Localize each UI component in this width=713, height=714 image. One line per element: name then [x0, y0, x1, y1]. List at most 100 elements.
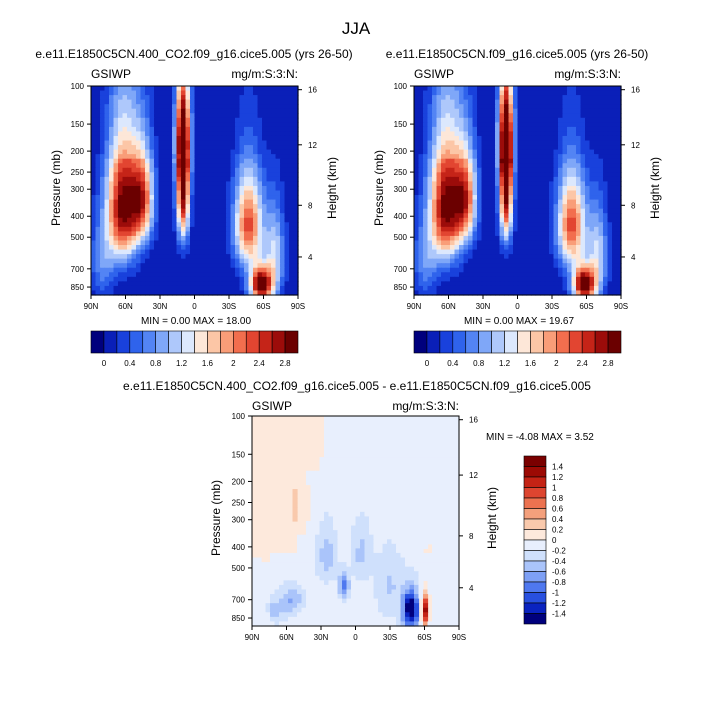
panel-1-field-cell [226, 254, 232, 260]
panel-2-field-cell [477, 263, 483, 269]
panel-2-field-cell [522, 90, 528, 96]
panel-1-field-cell [226, 290, 232, 296]
panel-2-colorbar-box [581, 330, 596, 354]
panel-1-field-cell [104, 163, 110, 169]
panel-1-field-cell [275, 163, 281, 169]
panel-2-field-cell [580, 254, 586, 260]
panel-1-field-cell [122, 86, 128, 92]
panel-2-field-cell [472, 222, 478, 228]
panel-1-field-cell [145, 167, 151, 173]
panel-2-field-cell [612, 190, 618, 196]
panel-1-field-cell [122, 208, 128, 214]
panel-2-field-cell [463, 272, 469, 278]
panel-1-field-cell [293, 208, 299, 214]
panel-1-field-cell [122, 122, 128, 128]
panel-2-field-cell [589, 217, 595, 223]
panel-1-field-cell [212, 254, 218, 260]
panel-2-field-cell [531, 154, 537, 160]
panel-1-field-cell [257, 213, 263, 219]
panel-2-field-cell [580, 176, 586, 183]
panel-diff-field-cell [364, 447, 370, 454]
panel-2-field-cell [423, 154, 429, 160]
panel-1-field-cell [91, 113, 97, 119]
panel-1-field-cell [275, 217, 281, 223]
panel-1-field-cell [217, 249, 223, 255]
panel-1-field-cell [140, 245, 146, 251]
panel-2-field-cell [472, 181, 478, 187]
panel-2-field-cell [486, 204, 492, 210]
panel-diff-field-cell [450, 420, 456, 426]
panel-1-field-cell [91, 140, 97, 146]
panel-2-field-cell [562, 158, 568, 164]
panel-diff-field-cell [360, 466, 366, 472]
panel-1-field-cell [257, 126, 263, 133]
panel-2-field-cell [432, 258, 438, 264]
panel-2-field-cell [522, 285, 528, 292]
panel-1-field-cell [140, 163, 146, 169]
panel-1-field-cell [212, 235, 218, 242]
panel-diff-field-cell [351, 484, 357, 490]
panel-2-field-cell [472, 267, 478, 273]
panel-2-field-cell [459, 204, 465, 210]
panel-2-field-cell [607, 167, 613, 173]
panel-2-field-cell [558, 285, 564, 292]
panel-1-field-cell [239, 190, 245, 196]
panel-diff-field-cell [351, 498, 357, 504]
panel-1-field-cell [199, 254, 205, 260]
panel-2-field-cell [418, 104, 424, 110]
panel-1-field-cell [226, 204, 232, 210]
panel-2-field-cell [427, 86, 433, 92]
panel-2-field-cell [540, 167, 546, 173]
panel-2-field-cell [603, 267, 609, 273]
panel-1-field-cell [172, 154, 178, 160]
panel-1-field-cell [185, 108, 191, 114]
panel-diff-field-cell [391, 466, 397, 472]
panel-1-field-cell [122, 163, 128, 169]
panel-2-field-cell [522, 272, 528, 278]
panel-2-field-cell [423, 167, 429, 173]
panel-2-field-cell [549, 172, 555, 178]
panel-2-field-cell [598, 204, 604, 210]
panel-diff-field-cell [378, 438, 384, 444]
panel-diff-field-cell [369, 498, 375, 504]
panel-1-field-cell [136, 204, 142, 210]
panel-2-field-cell [603, 149, 609, 155]
panel-1-field-cell [145, 195, 151, 201]
panel-2-field-cell [495, 117, 501, 123]
panel-1-field-cell [167, 290, 173, 296]
panel-2-field-cell [513, 172, 519, 178]
panel-1-field-cell [226, 245, 232, 251]
panel-1-field-cell [181, 158, 187, 164]
panel-2-field-cell [585, 213, 591, 219]
panel-2-field-cell [441, 158, 447, 164]
panel-2-field-cell [418, 263, 424, 269]
panel-1-field-cell [244, 195, 250, 201]
panel-diff-field-cell [324, 438, 330, 444]
panel-2-field-cell [513, 258, 519, 264]
panel-1-field-cell [131, 199, 137, 205]
panel-1-field-cell [275, 208, 281, 214]
panel-diff-field-cell [445, 416, 451, 422]
panel-2-field-cell [531, 217, 537, 223]
panel-1-field-cell [289, 281, 295, 287]
panel-1-field-cell [289, 185, 295, 192]
panel-1-field-cell [145, 158, 151, 164]
panel-2-field-cell [495, 113, 501, 119]
panel-2-field-cell [468, 176, 474, 183]
panel-1-field-cell [91, 154, 97, 160]
panel-2-field-cell [517, 145, 523, 151]
panel-1-field-cell [127, 226, 133, 232]
panel-1-field-cell [248, 258, 254, 264]
panel-1-field-cell [221, 285, 227, 292]
panel-2-field-cell [508, 276, 514, 282]
panel-2-field-cell [508, 126, 514, 133]
panel-2-field-cell [454, 126, 460, 133]
panel-2-field-cell [481, 167, 487, 173]
panel-1-field-cell [239, 86, 245, 92]
panel-2-field-cell [616, 135, 622, 142]
panel-diff-field-cell [454, 457, 460, 463]
panel-1-field-cell [163, 95, 169, 101]
panel-1-field-cell [190, 145, 196, 151]
panel-2-field-cell [558, 254, 564, 260]
panel-2-field-cell [423, 263, 429, 269]
